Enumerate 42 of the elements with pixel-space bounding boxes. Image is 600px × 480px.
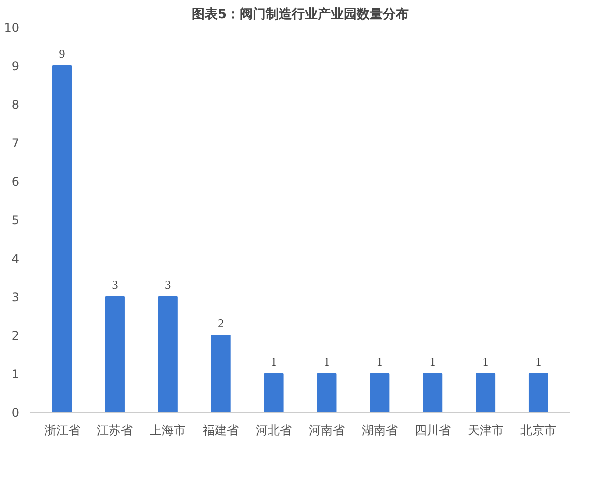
data-label: 1	[324, 355, 330, 369]
y-tick-label: 8	[12, 98, 20, 112]
x-tick-label: 浙江省	[44, 424, 80, 438]
y-tick-label: 4	[12, 252, 20, 266]
data-label: 3	[112, 278, 118, 292]
bar	[423, 374, 443, 412]
data-label: 2	[218, 316, 224, 330]
bar	[317, 374, 337, 412]
y-tick-label: 3	[12, 290, 20, 304]
data-label: 1	[376, 355, 383, 369]
bar	[211, 335, 231, 412]
bar	[105, 296, 125, 412]
y-tick-label: 5	[12, 214, 20, 228]
y-tick-label: 7	[12, 136, 20, 150]
x-tick-label: 天津市	[468, 424, 504, 438]
bar	[528, 374, 548, 412]
y-tick-label: 2	[12, 329, 20, 343]
chart-title: 图表5：阀门制造行业产业园数量分布	[192, 6, 410, 22]
x-tick-label: 北京市	[520, 424, 557, 438]
data-label: 1	[271, 355, 278, 369]
data-label: 1	[482, 355, 489, 369]
x-tick-label: 福建省	[203, 424, 240, 438]
data-label: 1	[430, 355, 436, 369]
y-tick-label: 6	[12, 175, 20, 189]
y-tick-label: 10	[4, 21, 20, 35]
bar	[158, 296, 178, 412]
bar	[370, 374, 390, 412]
x-tick-label: 四川省	[414, 424, 451, 438]
bar	[52, 66, 72, 412]
y-tick-label: 0	[12, 406, 20, 420]
x-tick-label: 上海市	[150, 424, 186, 438]
y-tick-label: 1	[12, 368, 20, 382]
data-label: 1	[536, 355, 542, 369]
x-tick-label: 江苏省	[97, 424, 134, 438]
bar	[264, 374, 284, 412]
y-tick-label: 9	[12, 60, 20, 74]
x-tick-label: 湖南省	[362, 424, 398, 438]
x-tick-label: 河南省	[308, 424, 345, 438]
data-label: 3	[165, 278, 172, 292]
data-label: 9	[59, 47, 66, 61]
bar	[476, 374, 496, 412]
x-tick-label: 河北省	[256, 424, 292, 438]
